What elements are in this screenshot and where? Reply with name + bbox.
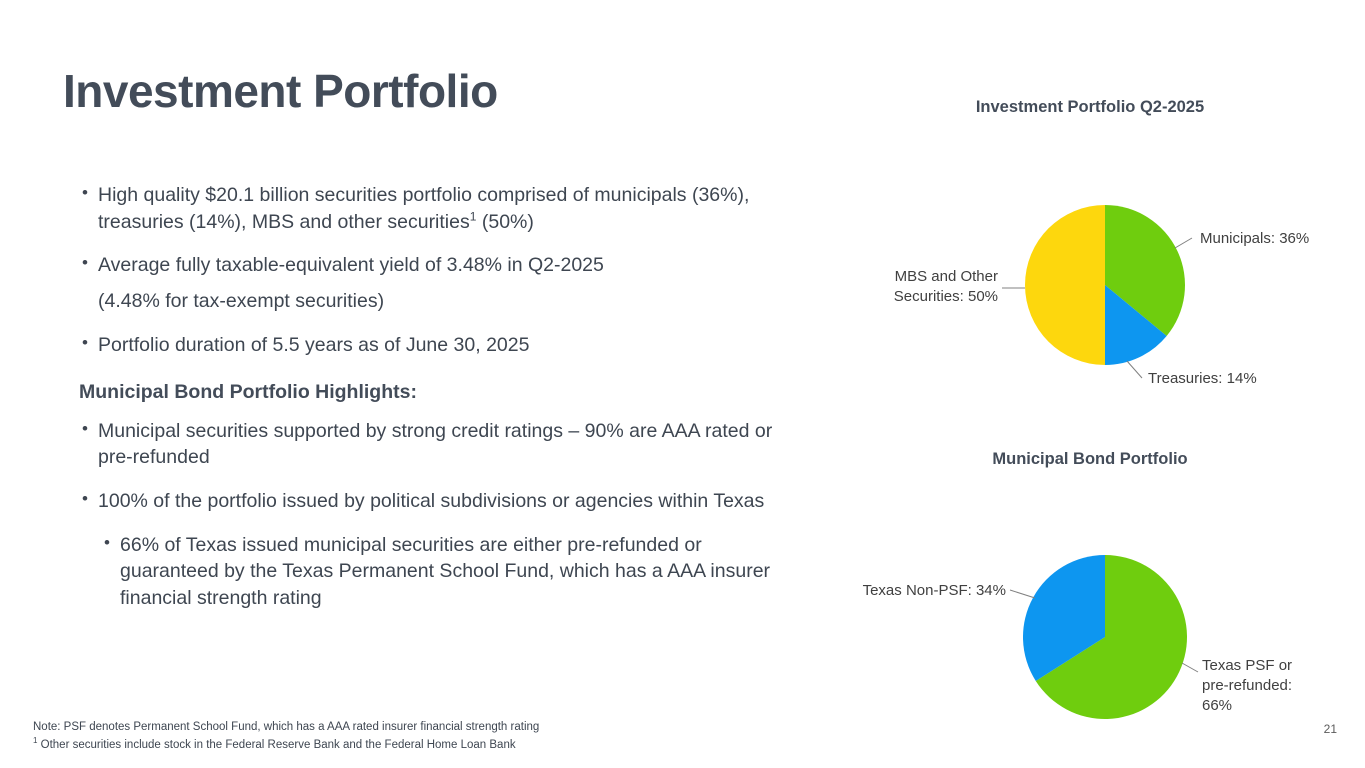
- bullet-item: High quality $20.1 billion securities po…: [76, 181, 776, 235]
- pie-chart-municipal-bond: Texas PSF or pre-refunded: 66% Texas Non-PS…: [863, 555, 1292, 719]
- leader-line: [1174, 237, 1193, 249]
- bullet-item: 100% of the portfolio issued by politica…: [76, 487, 776, 515]
- chart-title: Municipal Bond Portfolio: [992, 450, 1188, 468]
- bullet-item: Municipal securities supported by strong…: [76, 417, 776, 471]
- page-title: Investment Portfolio: [63, 65, 498, 117]
- footnote-one-text: Other securities include stock in the Fe…: [37, 738, 516, 751]
- pie-slice-label: Treasuries: 14%: [1148, 370, 1257, 387]
- pie-slice: [1025, 205, 1105, 365]
- pie-slice-label: Texas Non-PSF: 34%: [863, 582, 1006, 599]
- page-number: 21: [1323, 722, 1337, 736]
- chart-municipal-bond: Municipal Bond Portfolio Texas PSF or pre…: [830, 450, 1350, 750]
- leader-line: [1126, 360, 1143, 379]
- bullet-item-continuation: (4.48% for tax-exempt securities): [98, 290, 385, 313]
- pie-slice-label: Texas PSF or pre-refunded: 66%: [1202, 657, 1292, 714]
- pie-slice: [1105, 205, 1185, 336]
- footnote-marker: 1: [33, 735, 38, 745]
- bullet-item: Portfolio duration of 5.5 years as of Ju…: [76, 331, 776, 359]
- chart-investment-portfolio: Investment Portfolio Q2-2025 Municipals:…: [830, 98, 1350, 398]
- footnote-note: Note: PSF denotes Permanent School Fund,…: [33, 721, 540, 733]
- footnote-one: 1 Other securities include stock in the …: [33, 735, 539, 755]
- pie-chart-investment-portfolio: Municipals: 36% Treasuries: 14% MBS and Ot…: [894, 205, 1309, 387]
- sub-bullet-item: 66% of Texas issued municipal securities…: [98, 531, 776, 612]
- leader-line: [1181, 662, 1199, 673]
- pie-slice: [1023, 555, 1105, 681]
- footnotes: Note: PSF denotes Permanent School Fund,…: [33, 719, 539, 755]
- chart-title: Investment Portfolio Q2-2025: [975, 98, 1205, 116]
- pie-slice: [1035, 555, 1187, 719]
- content-body: High quality $20.1 billion securities po…: [76, 181, 776, 628]
- pie-slice-label: Municipals: 36%: [1200, 230, 1309, 247]
- footnote-superscript: 1: [469, 209, 477, 224]
- pie-slice-label: MBS and Other Securities: 50%: [894, 268, 998, 305]
- section-heading: Municipal Bond Portfolio Highlights:: [79, 380, 417, 403]
- bullet-text-tail: (50%): [476, 210, 534, 233]
- leader-line: [1009, 589, 1036, 599]
- bullet-item: Average fully taxable-equivalent yield o…: [76, 251, 776, 279]
- pie-slice: [1105, 285, 1167, 365]
- bullet-text: High quality $20.1 billion securities po…: [98, 184, 750, 233]
